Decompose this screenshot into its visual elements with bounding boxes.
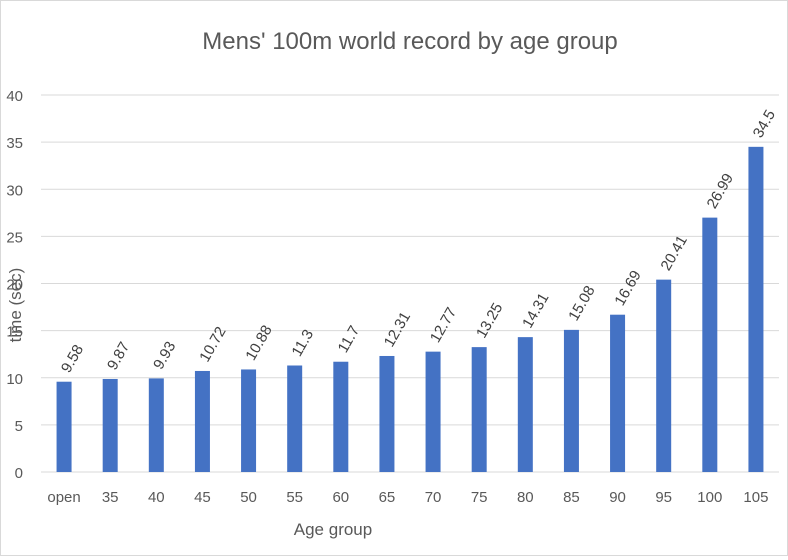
data-label: 9.87 — [104, 339, 133, 373]
x-tick-label: 105 — [743, 489, 768, 506]
bar — [333, 361, 349, 472]
y-tick-label: 20 — [6, 277, 23, 294]
x-tick-label: open — [47, 489, 80, 506]
x-tick-label: 80 — [517, 489, 534, 506]
y-tick-label: 10 — [6, 371, 23, 388]
y-tick-label: 30 — [6, 182, 23, 199]
y-tick-label: 0 — [15, 465, 23, 482]
bar — [610, 314, 626, 472]
x-tick-label: 55 — [286, 489, 303, 506]
bars — [56, 146, 764, 472]
x-axis-ticks: open 35 40 45 50 55 60 65 70 75 80 85 90 95 100 105 — [47, 489, 768, 506]
bar — [148, 378, 164, 472]
y-tick-label: 5 — [15, 418, 23, 435]
chart-title: Mens' 100m world record by age group — [202, 28, 617, 55]
data-label: 9.58 — [58, 342, 87, 376]
bar — [425, 351, 441, 472]
bar — [102, 378, 118, 472]
y-tick-label: 25 — [6, 229, 23, 246]
y-tick-label: 35 — [6, 135, 23, 152]
data-label: 16.69 — [611, 268, 644, 309]
data-label: 12.77 — [427, 305, 460, 346]
data-label: 13.25 — [473, 300, 506, 341]
x-tick-label: 70 — [425, 489, 442, 506]
bar — [702, 217, 718, 472]
x-tick-label: 45 — [194, 489, 211, 506]
bar — [287, 365, 303, 472]
data-label: 11.7 — [335, 323, 364, 356]
x-tick-label: 40 — [148, 489, 165, 506]
data-label: 14.31 — [519, 290, 552, 331]
data-label: 9.93 — [150, 339, 179, 373]
y-tick-label: 40 — [6, 88, 23, 105]
x-tick-label: 35 — [102, 489, 119, 506]
x-tick-label: 75 — [471, 489, 488, 506]
x-tick-label: 95 — [655, 489, 672, 506]
x-tick-label: 100 — [697, 489, 722, 506]
data-label: 15.08 — [565, 283, 598, 324]
bar — [241, 369, 257, 472]
y-axis-ticks: 0 5 10 15 20 25 30 35 40 — [6, 88, 23, 482]
x-tick-label: 90 — [609, 489, 626, 506]
data-label: 26.99 — [704, 171, 737, 212]
x-tick-label: 85 — [563, 489, 580, 506]
x-tick-label: 50 — [240, 489, 257, 506]
data-label: 34.5 — [750, 107, 779, 141]
bar — [656, 279, 672, 472]
bar — [748, 146, 764, 472]
bar — [471, 347, 487, 472]
data-label: 10.72 — [196, 324, 229, 365]
data-label: 12.31 — [381, 309, 414, 350]
y-tick-label: 15 — [6, 324, 23, 341]
data-label: 11.3 — [288, 327, 317, 360]
x-tick-label: 60 — [332, 489, 349, 506]
x-tick-label: 65 — [379, 489, 396, 506]
bar — [517, 337, 533, 472]
y-axis-title: time (sec) — [6, 268, 25, 343]
data-label: 20.41 — [657, 233, 690, 274]
bar — [194, 370, 210, 472]
bar — [56, 381, 72, 472]
bar — [379, 355, 395, 472]
bar — [563, 329, 579, 472]
x-axis-title: Age group — [294, 520, 372, 539]
gridlines — [41, 94, 779, 473]
data-label: 10.88 — [242, 322, 275, 363]
